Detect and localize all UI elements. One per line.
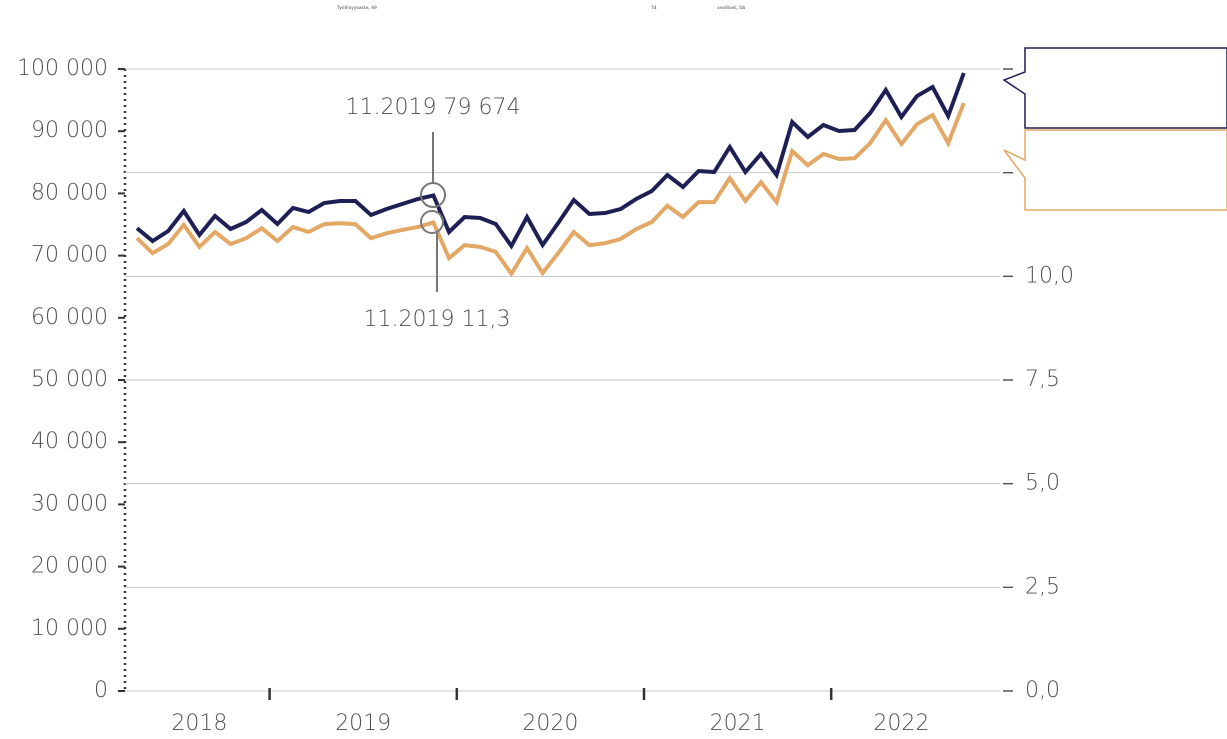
y2-tick-label: 10,0	[1025, 263, 1074, 288]
annotation-circle	[420, 210, 444, 234]
tooltip	[1002, 47, 1227, 129]
x-tick-label: 2018	[171, 711, 227, 736]
y-tick-label: 0	[94, 678, 108, 703]
series-line	[135, 102, 966, 278]
y-tick-label: 90 000	[31, 118, 108, 143]
y2-tick-label: 0,0	[1025, 678, 1060, 703]
x-tick-label: 2019	[335, 711, 391, 736]
header-text: 74	[651, 5, 657, 10]
y-tick-label: 60 000	[31, 305, 108, 330]
header-text: ovolliset, SA	[717, 5, 746, 10]
annotation-circle	[420, 182, 446, 208]
y-tick-label: 70 000	[31, 243, 108, 268]
y2-tick-label: 2,5	[1025, 574, 1060, 599]
y-tick-label: 30 000	[31, 491, 108, 516]
annotation: 11.2019 79 674	[346, 95, 521, 120]
header-text: Työllisyysaste, 69	[337, 5, 377, 10]
y2-tick-label: 5,0	[1025, 471, 1060, 496]
y-tick-label: 10 000	[31, 616, 108, 641]
y-tick-label: 40 000	[31, 429, 108, 454]
x-tick-label: 2021	[710, 711, 766, 736]
x-tick-label: 2020	[522, 711, 578, 736]
y2-tick-label: 7,5	[1025, 367, 1060, 392]
y-tick-label: 20 000	[31, 554, 108, 579]
series-line	[135, 72, 966, 250]
y-tick-label: 80 000	[31, 180, 108, 205]
annotation: 11.2019 11,3	[364, 307, 511, 332]
x-tick-label: 2022	[873, 711, 929, 736]
y-tick-label: 100 000	[17, 56, 108, 81]
y-tick-label: 50 000	[31, 367, 108, 392]
tooltip	[1003, 129, 1227, 211]
